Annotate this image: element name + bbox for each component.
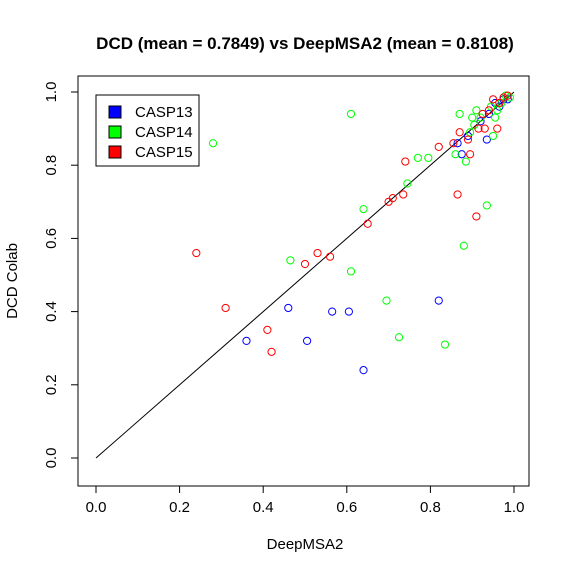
series-casp14	[208, 91, 514, 349]
y-tick-label: 0.2	[43, 374, 60, 395]
legend-item-casp13: CASP13	[108, 104, 193, 121]
chart-title: DCD (mean = 0.7849) vs DeepMSA2 (mean = …	[96, 34, 514, 53]
x-tick-label: 0.4	[253, 499, 274, 516]
y-tick-label: 0.6	[43, 228, 60, 249]
data-point	[286, 256, 295, 265]
x-tick-label: 0.0	[86, 499, 107, 516]
data-point	[453, 190, 462, 199]
data-point	[484, 106, 494, 115]
data-point	[457, 150, 466, 159]
data-point	[401, 157, 410, 166]
data-point	[497, 98, 506, 108]
data-point	[474, 124, 483, 133]
data-point	[461, 157, 471, 166]
data-point	[503, 91, 512, 100]
data-point	[313, 248, 322, 258]
data-point	[482, 201, 491, 210]
data-point	[455, 109, 464, 119]
legend-swatch	[108, 125, 122, 139]
y-tick-label: 0.8	[43, 155, 60, 176]
legend: CASP13 CASP14 CASP15	[95, 94, 200, 167]
legend-item-casp15: CASP15	[108, 144, 193, 161]
reference-line	[95, 91, 515, 459]
data-point	[459, 241, 468, 250]
data-point	[478, 109, 487, 119]
data-point	[505, 93, 514, 102]
data-point	[403, 179, 412, 188]
y-tick-label: 0.0	[43, 448, 60, 469]
data-point	[476, 117, 485, 126]
data-point	[482, 135, 491, 144]
data-point	[388, 194, 397, 203]
data-point	[413, 153, 422, 162]
data-point	[325, 252, 335, 261]
x-axis: 0.0 0.2 0.4 0.6 0.8 1.0	[86, 485, 525, 516]
data-point	[359, 205, 368, 214]
data-point	[449, 139, 458, 148]
data-point	[346, 267, 356, 276]
points-layer	[192, 91, 514, 375]
data-point	[359, 366, 368, 375]
data-point	[466, 128, 475, 137]
data-point	[451, 150, 460, 159]
legend-label: CASP13	[135, 104, 193, 121]
y-axis-label: DCD Colab	[4, 243, 21, 319]
data-point	[382, 296, 391, 305]
legend-swatch	[108, 105, 122, 119]
data-point	[328, 307, 337, 316]
data-point	[344, 307, 353, 316]
data-point	[192, 248, 201, 258]
x-tick-label: 0.8	[420, 499, 441, 516]
y-axis: 0.0 0.2 0.4 0.6 0.8 1.0	[43, 82, 79, 469]
data-point	[501, 91, 510, 100]
y-tick-label: 0.4	[43, 301, 60, 322]
data-point	[480, 124, 489, 133]
reference-line-layer	[95, 91, 515, 459]
data-point	[267, 347, 276, 356]
data-point	[472, 212, 481, 221]
data-point	[453, 139, 462, 148]
series-casp15	[192, 91, 512, 356]
data-point	[399, 190, 408, 199]
data-point	[455, 128, 464, 137]
data-point	[302, 336, 312, 345]
data-point	[300, 259, 310, 269]
data-point	[463, 135, 473, 144]
x-tick-label: 0.6	[336, 499, 357, 516]
data-point	[489, 131, 498, 141]
data-point	[434, 296, 443, 305]
data-point	[434, 142, 443, 151]
data-point	[284, 303, 293, 313]
legend-label: CASP14	[135, 124, 193, 141]
data-point	[493, 124, 502, 133]
data-point	[491, 113, 500, 122]
legend-label: CASP15	[135, 144, 193, 161]
y-tick-label: 1.0	[43, 82, 60, 103]
data-point	[424, 153, 433, 162]
data-point	[263, 325, 272, 334]
data-point	[363, 219, 372, 228]
data-point	[484, 109, 494, 119]
data-point	[394, 333, 404, 342]
data-point	[489, 95, 498, 104]
data-point	[472, 106, 481, 115]
data-point	[221, 303, 230, 313]
data-point	[468, 113, 477, 122]
data-point	[440, 340, 450, 349]
data-point	[495, 98, 504, 108]
data-point	[346, 109, 356, 119]
data-point	[466, 150, 475, 159]
data-point	[242, 336, 251, 345]
legend-swatch	[108, 145, 122, 159]
data-point	[208, 139, 218, 148]
data-point	[493, 106, 502, 115]
x-axis-label: DeepMSA2	[267, 536, 344, 553]
x-tick-label: 1.0	[504, 499, 525, 516]
data-point	[499, 93, 508, 102]
legend-item-casp14: CASP14	[108, 124, 193, 141]
x-tick-label: 0.2	[169, 499, 190, 516]
